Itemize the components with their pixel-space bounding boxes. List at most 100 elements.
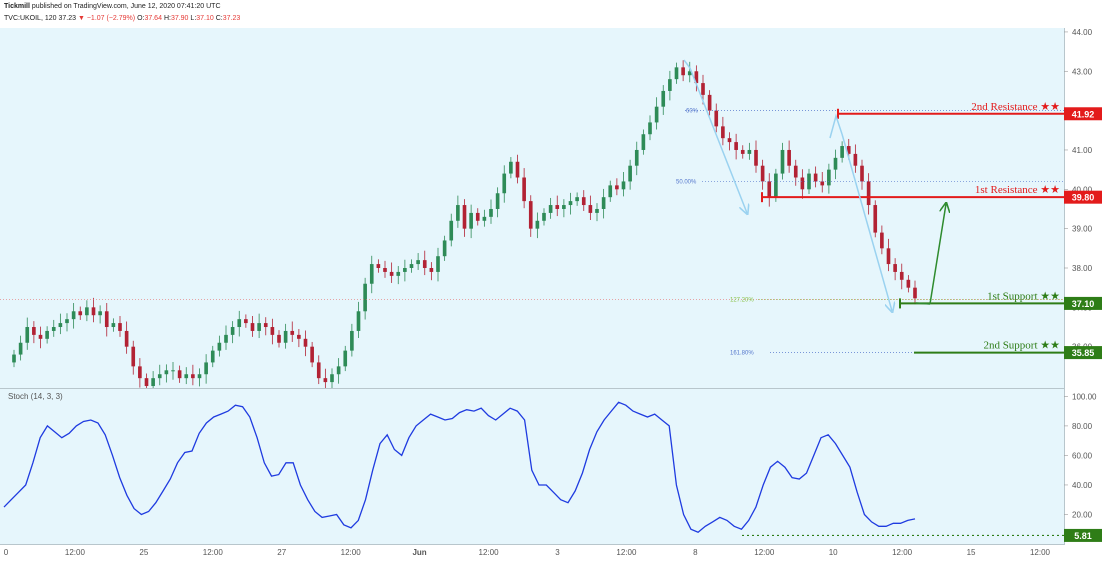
time-tick-label: 12:00 [341, 548, 362, 557]
time-tick-label: 12:00 [754, 548, 775, 557]
candle-body [237, 319, 241, 327]
candle-body [522, 178, 526, 202]
price-tick-label: 43.00 [1072, 67, 1093, 76]
candle-body [443, 240, 447, 256]
candle-body [377, 264, 381, 268]
candle-body [549, 205, 553, 213]
green-base [916, 303, 930, 304]
candle-body [449, 221, 453, 241]
support-2-label: 2nd Support ★★ [983, 340, 1060, 352]
candle-body [78, 311, 82, 315]
candle-body [39, 335, 43, 339]
candle-body [165, 370, 169, 374]
candle-body [85, 307, 89, 315]
fib-161-label: 161.80% [730, 351, 754, 357]
candle-body [555, 205, 559, 209]
candle-body [218, 343, 222, 351]
stoch-tick-label: 60.00 [1072, 451, 1093, 460]
candle-body [357, 311, 361, 331]
candle-body [158, 374, 162, 378]
candle-body [476, 213, 480, 221]
candle-body [542, 213, 546, 221]
candle-body [430, 268, 434, 272]
candle-body [72, 311, 76, 319]
candle-body [854, 154, 858, 166]
candle-body [814, 174, 818, 182]
stoch-axis[interactable]: 100.00 80.00 60.00 40.00 20.00 [1064, 392, 1097, 519]
candle-body [304, 339, 308, 347]
time-tick-label: Jun [412, 548, 426, 557]
candle-body [834, 158, 838, 170]
candle-body [794, 166, 798, 178]
candle-body [907, 280, 911, 288]
candle-body [860, 166, 864, 182]
candle-body [529, 201, 533, 229]
candle-body [65, 319, 69, 323]
stoch-tick-label: 40.00 [1072, 481, 1093, 490]
candle-body [734, 142, 738, 150]
candle-body [635, 150, 639, 166]
candle-body [138, 366, 142, 378]
candle-body [648, 122, 652, 134]
candle-body [277, 335, 281, 343]
price-tick-label: 41.00 [1072, 146, 1093, 155]
candle-body [496, 193, 500, 209]
candle-body [748, 150, 752, 154]
candle-body [145, 378, 149, 386]
candle-body [231, 327, 235, 335]
candle-body [575, 197, 579, 201]
candle-body [416, 260, 420, 264]
candle-body [383, 268, 387, 272]
candle-body [489, 209, 493, 217]
time-tick-label: 15 [967, 548, 976, 557]
resistance-2-value: 41.92 [1072, 109, 1095, 119]
candle-body [701, 83, 705, 95]
candle-body [456, 205, 460, 221]
candle-body [913, 288, 917, 299]
candle-body [25, 327, 29, 343]
candle-body [105, 311, 109, 327]
candle-body [880, 233, 884, 249]
fib-50-label: 50.00% [676, 179, 697, 185]
candle-body [290, 331, 294, 335]
candle-body [893, 264, 897, 272]
resistance-1-label: 1st Resistance ★★ [975, 184, 1060, 196]
candle-body [317, 362, 321, 378]
support-2-value: 35.85 [1072, 348, 1095, 358]
stoch-last-value: 5.81 [1074, 531, 1092, 541]
candle-body [423, 260, 427, 268]
support-1-value: 37.10 [1072, 299, 1095, 309]
support-1-label: 1st Support ★★ [987, 290, 1060, 302]
candle-body [112, 323, 116, 327]
candle-body [900, 272, 904, 280]
candle-body [509, 162, 513, 174]
resistance-1-value: 39.80 [1072, 193, 1095, 203]
time-tick-label: 12:00 [616, 548, 637, 557]
candle-body [887, 248, 891, 264]
candle-body [728, 138, 732, 142]
candle-body [98, 311, 102, 315]
candle-body [867, 181, 871, 205]
fib-60-label: 60% [686, 109, 699, 115]
price-tick-label: 44.00 [1072, 28, 1093, 37]
candle-body [615, 185, 619, 189]
stoch-pane[interactable] [0, 389, 1064, 544]
candle-body [370, 264, 374, 284]
candle-body [264, 323, 268, 327]
time-axis[interactable]: 0 12:00 25 12:00 27 12:00 Jun 12:00 3 12:00 8 12:00… [4, 548, 1051, 557]
candle-body [675, 67, 679, 79]
axis-price-tags: 41.92 39.80 37.10 35.85 5.81 [1064, 107, 1102, 542]
candle-body [741, 150, 745, 154]
stoch-title: Stoch (14, 3, 3) [8, 392, 63, 401]
candle-body [642, 134, 646, 150]
candle-body [198, 374, 202, 378]
time-tick-label: 12:00 [203, 548, 224, 557]
candle-body [820, 181, 824, 185]
candle-body [45, 331, 49, 339]
resistance-2-label: 2nd Resistance ★★ [971, 101, 1060, 113]
candle-body [873, 205, 877, 233]
candle-body [363, 284, 367, 312]
candle-body [337, 366, 341, 374]
candle-body [668, 79, 672, 91]
